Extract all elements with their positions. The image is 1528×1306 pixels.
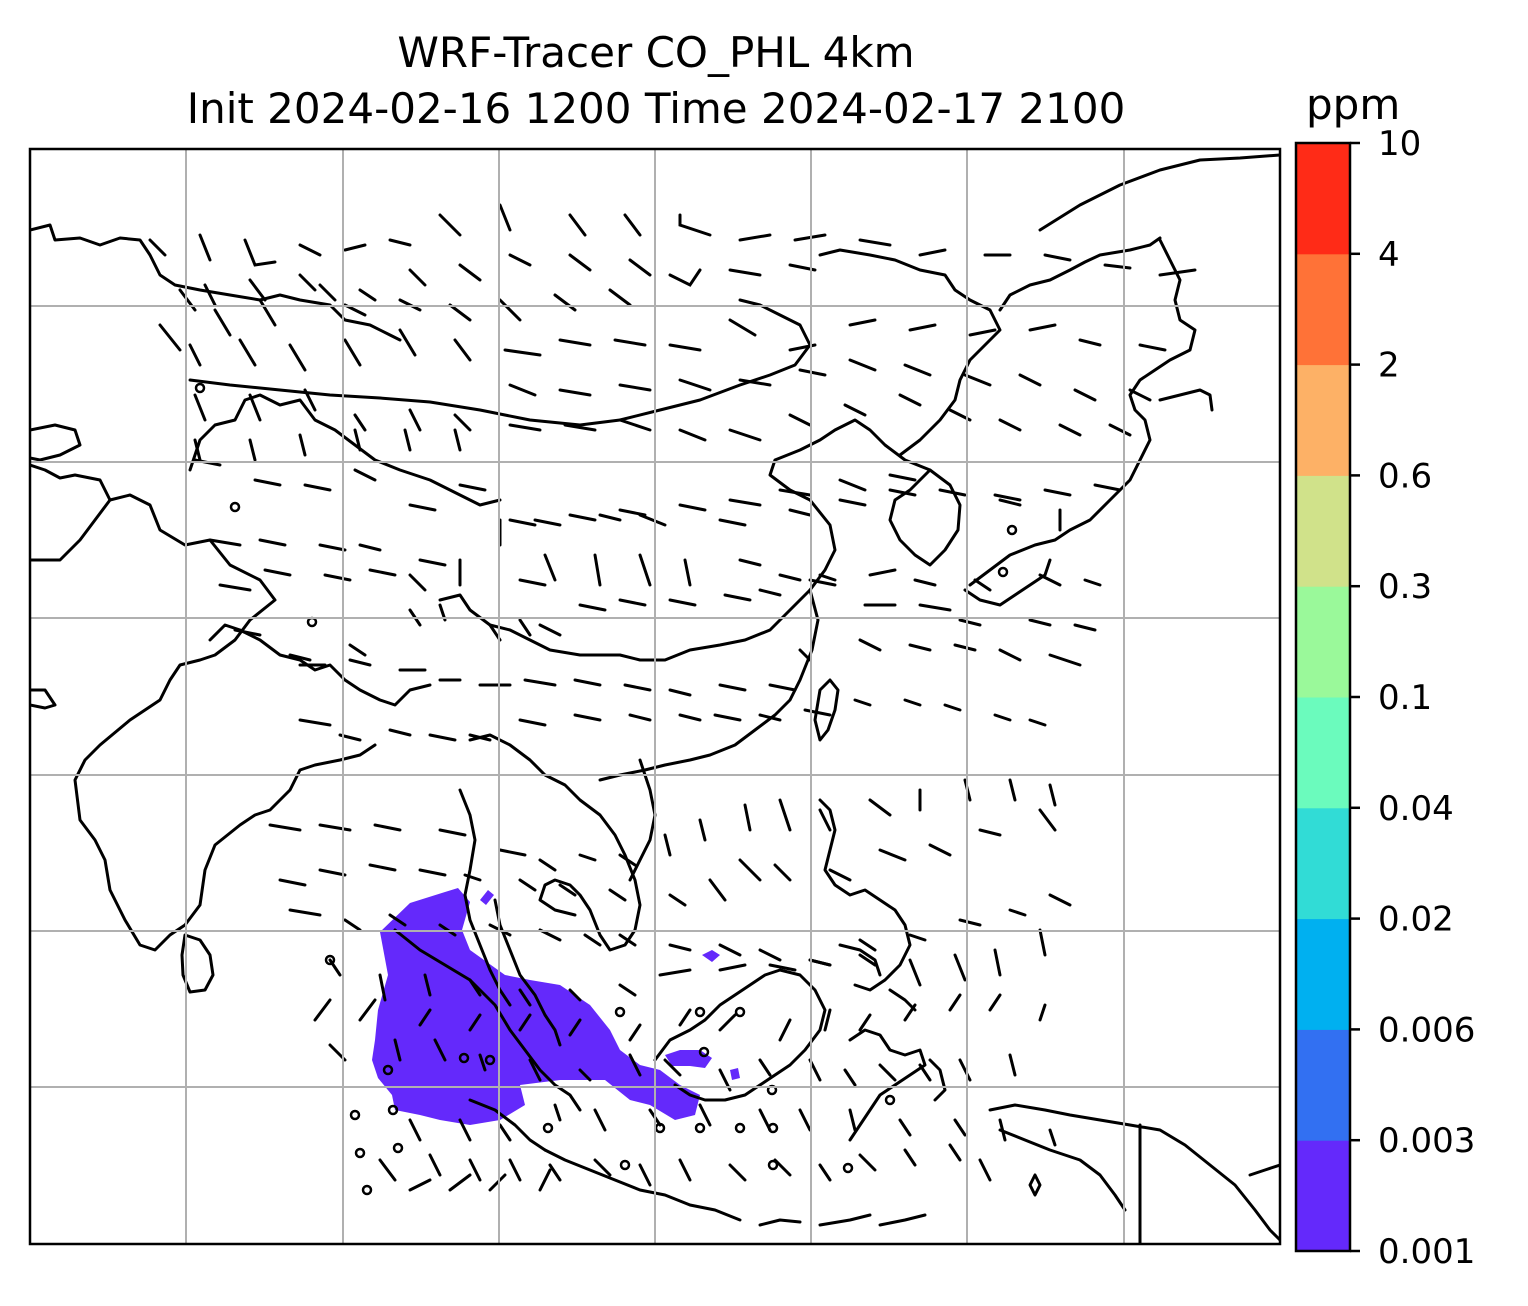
co-plume [372, 888, 740, 1125]
plume-patch-north [702, 950, 720, 962]
colorbar-tick-label: 0.006 [1378, 1010, 1475, 1050]
colorbar-tick-label: 0.003 [1378, 1121, 1475, 1161]
colorbar-segment [1296, 143, 1350, 255]
colorbar-tick-label: 0.1 [1378, 678, 1432, 718]
wind-barbs [148, 203, 1197, 1192]
colorbar-segment [1296, 918, 1350, 1030]
plume-patch-island [480, 890, 494, 905]
colorbar-tick-label: 10 [1378, 124, 1421, 164]
colorbar-segment [1296, 475, 1350, 587]
colorbar-segment [1296, 1140, 1350, 1252]
map-title-line2: Init 2024-02-16 1200 Time 2024-02-17 210… [186, 84, 1126, 133]
colorbar-tick-label: 0.001 [1378, 1232, 1475, 1272]
colorbar-tick-label: 0.6 [1378, 456, 1432, 496]
gridlines [30, 149, 1280, 1244]
colorbar-tick-label: 2 [1378, 346, 1400, 386]
colorbar-unit-label: ppm [1306, 80, 1401, 129]
plume-patch-east [730, 1068, 740, 1080]
colorbar-segment [1296, 364, 1350, 476]
calm-markers [194, 382, 1018, 1196]
colorbar-segment [1296, 1029, 1350, 1141]
colorbar-tick-label: 4 [1378, 235, 1400, 275]
map-title-line1: WRF-Tracer CO_PHL 4km [397, 28, 915, 77]
plume-main-sumatra [372, 888, 700, 1125]
colorbar: 0.001 0.003 0.006 0.02 0.04 0.1 0.3 0.6 2 4 10 [1294, 124, 1475, 1272]
colorbar-tick-label: 0.3 [1378, 567, 1432, 607]
colorbar-segment [1296, 253, 1350, 366]
colorbar-segment [1296, 697, 1350, 809]
map-panel [28, 147, 1282, 1246]
colorbar-segment [1296, 586, 1350, 698]
colorbar-tick-label: 0.04 [1378, 789, 1454, 829]
map-frame [28, 147, 1282, 1246]
colorbar-segment [1296, 807, 1350, 920]
colorbar-tick-label: 0.02 [1378, 900, 1454, 940]
